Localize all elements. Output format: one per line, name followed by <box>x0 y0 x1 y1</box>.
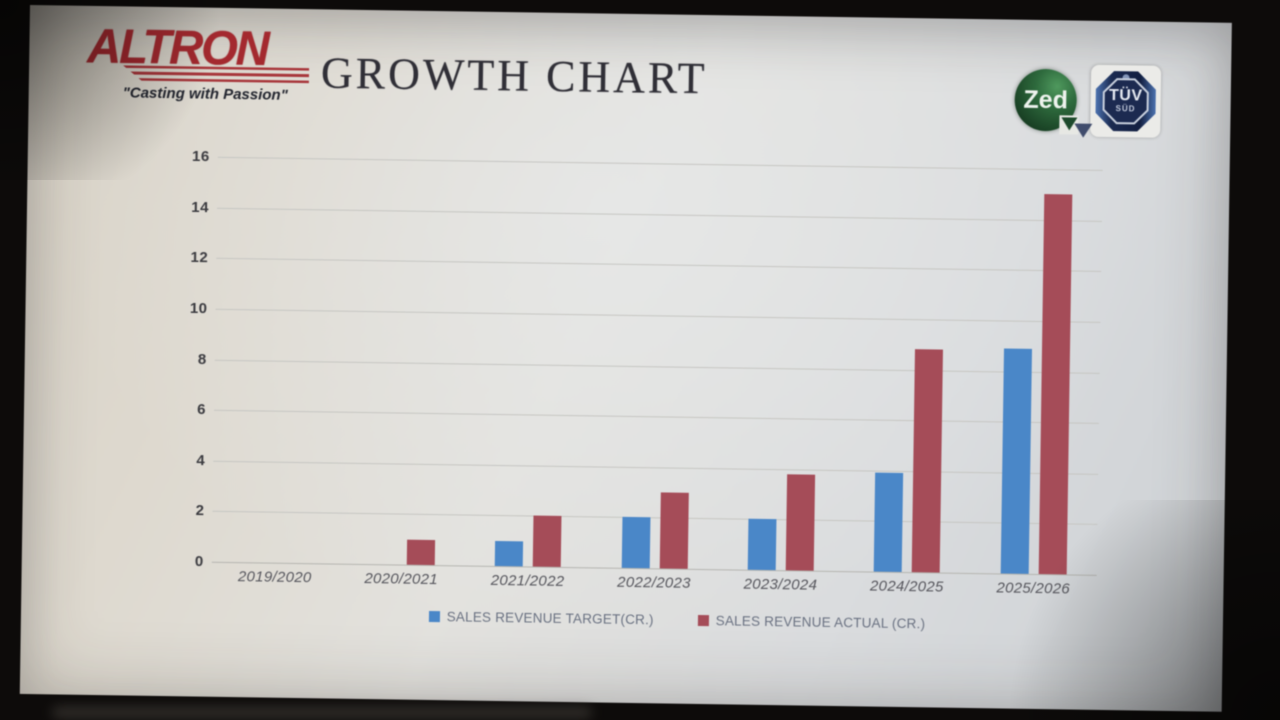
gridline-6 <box>213 409 1099 425</box>
gridline-2 <box>212 511 1098 526</box>
legend-swatch-actual-icon <box>697 614 709 627</box>
legend-swatch-target-icon <box>428 610 440 623</box>
y-tick-label-16: 16 <box>191 147 210 166</box>
y-tick-label-0: 0 <box>194 553 204 571</box>
bar-target-2025-2026 <box>1000 348 1032 574</box>
bar-actual-2023-2024 <box>785 474 816 571</box>
gridline-8 <box>214 359 1100 374</box>
gridline-4 <box>213 460 1099 475</box>
y-tick-label-2: 2 <box>195 502 205 520</box>
legend-item-target: SALES REVENUE TARGET(CR.) <box>428 609 654 628</box>
bar-target-2024-2025 <box>874 472 904 572</box>
x-axis-label-2019-2020: 2019/2020 <box>237 568 312 587</box>
y-axis: 0 2 4 6 8 10 12 14 16 <box>162 148 210 570</box>
chart-legend: SALES REVENUE TARGET(CR.) SALES REVENUE … <box>21 603 1223 636</box>
bar-actual-2021-2022 <box>532 515 562 567</box>
bar-target-2023-2024 <box>747 519 777 571</box>
y-tick-label-8: 8 <box>197 350 207 368</box>
y-tick-label-6: 6 <box>197 401 207 419</box>
y-tick-label-4: 4 <box>196 451 206 469</box>
bar-target-2021-2022 <box>494 540 524 567</box>
bar-target-2022-2023 <box>621 517 650 569</box>
plot-area <box>211 156 1103 576</box>
bar-actual-2020-2021 <box>406 539 435 566</box>
legend-label-target: SALES REVENUE TARGET(CR.) <box>446 609 654 628</box>
x-axis-label-2024-2025: 2024/2025 <box>869 577 944 596</box>
bar-actual-2025-2026 <box>1038 194 1073 575</box>
x-axis-label-2023-2024: 2023/2024 <box>743 575 818 594</box>
slide: ALTRON "Casting with Passion" GROWTH CHA… <box>19 5 1232 712</box>
gridline-10 <box>215 308 1101 323</box>
gridline-12 <box>216 258 1102 273</box>
gridline-14 <box>217 207 1102 222</box>
x-axis-label-2025-2026: 2025/2026 <box>996 579 1071 598</box>
y-tick-label-12: 12 <box>190 249 209 267</box>
y-tick-label-10: 10 <box>189 299 208 318</box>
bar-actual-2024-2025 <box>912 349 944 573</box>
legend-item-actual: SALES REVENUE ACTUAL (CR.) <box>697 613 926 632</box>
gridline-16 <box>217 156 1103 171</box>
legend-label-actual: SALES REVENUE ACTUAL (CR.) <box>715 613 926 632</box>
x-axis-label-2022-2023: 2022/2023 <box>617 573 691 592</box>
bezel-reflection <box>52 707 592 718</box>
bar-actual-2022-2023 <box>659 492 689 569</box>
growth-chart: 0 2 4 6 8 10 12 14 16 2019/2020 2020/2021 2021/202… <box>20 5 1232 712</box>
y-tick-label-14: 14 <box>191 198 210 216</box>
x-axis-label-2021-2022: 2021/2022 <box>490 571 565 590</box>
x-axis-label-2020-2021: 2020/2021 <box>364 570 439 589</box>
